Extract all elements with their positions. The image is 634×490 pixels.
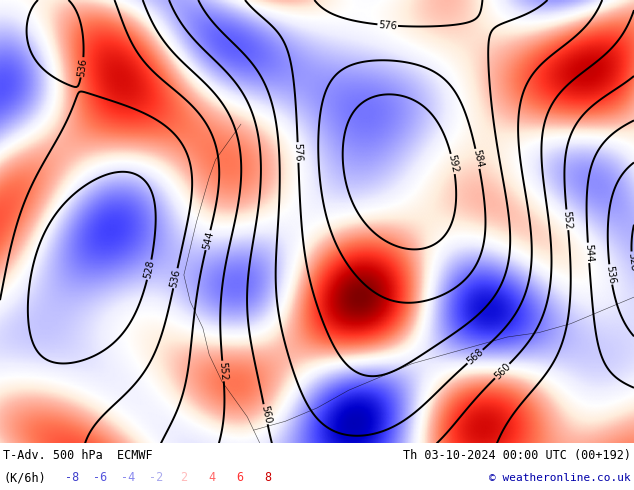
Text: 536: 536 xyxy=(76,57,89,77)
Text: 528: 528 xyxy=(143,260,156,280)
Text: 528: 528 xyxy=(626,252,634,271)
Text: 592: 592 xyxy=(446,154,460,174)
Text: 576: 576 xyxy=(378,20,398,31)
Text: Th 03-10-2024 00:00 UTC (00+192): Th 03-10-2024 00:00 UTC (00+192) xyxy=(403,449,631,462)
Text: © weatheronline.co.uk: © weatheronline.co.uk xyxy=(489,473,631,483)
Text: 560: 560 xyxy=(259,404,273,424)
Text: -8: -8 xyxy=(65,471,79,484)
Text: 552: 552 xyxy=(217,361,229,381)
Text: -2: -2 xyxy=(149,471,163,484)
Text: 560: 560 xyxy=(492,361,512,381)
Text: -4: -4 xyxy=(121,471,135,484)
Text: 6: 6 xyxy=(236,471,243,484)
Text: 568: 568 xyxy=(465,347,486,367)
Text: 544: 544 xyxy=(583,244,594,263)
Text: 576: 576 xyxy=(293,143,304,162)
Text: 536: 536 xyxy=(604,265,617,284)
Text: 536: 536 xyxy=(169,268,182,288)
Text: 4: 4 xyxy=(209,471,216,484)
Text: 584: 584 xyxy=(471,149,484,169)
Text: (K/6h): (K/6h) xyxy=(3,471,46,484)
Text: 544: 544 xyxy=(201,230,215,250)
Text: 2: 2 xyxy=(181,471,188,484)
Text: -6: -6 xyxy=(93,471,107,484)
Text: 8: 8 xyxy=(264,471,271,484)
Text: 552: 552 xyxy=(562,210,573,230)
Polygon shape xyxy=(190,0,634,443)
Text: T-Adv. 500 hPa  ECMWF: T-Adv. 500 hPa ECMWF xyxy=(3,449,153,462)
